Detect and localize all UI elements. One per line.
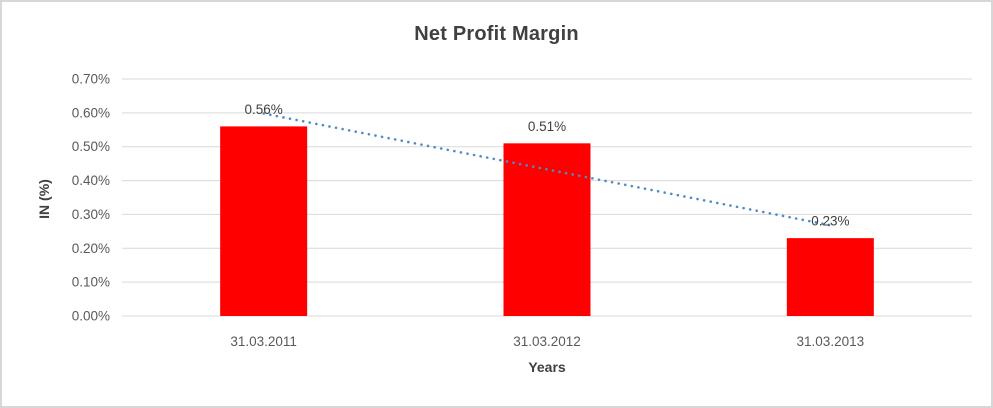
y-tick-label: 0.00% [72, 309, 110, 324]
bar[interactable] [503, 143, 591, 316]
y-tick-label: 0.60% [72, 105, 110, 120]
data-label: 0.56% [245, 102, 283, 117]
y-tick-label: 0.40% [72, 173, 110, 188]
x-axis-title: Years [528, 359, 566, 375]
bar[interactable] [220, 126, 308, 317]
y-tick-label: 0.30% [72, 207, 110, 222]
chart-title: Net Profit Margin [414, 23, 579, 45]
x-tick-label: 31.03.2012 [513, 334, 581, 349]
y-tick-label: 0.50% [72, 139, 110, 154]
bar[interactable] [786, 238, 874, 316]
y-axis-title: IN (%) [36, 179, 52, 219]
data-label: 0.23% [811, 214, 849, 229]
data-label: 0.51% [528, 119, 566, 134]
x-tick-label: 31.03.2013 [797, 334, 865, 349]
trendline[interactable] [262, 112, 832, 227]
x-tick-label: 31.03.2011 [230, 334, 297, 349]
y-tick-label: 0.20% [72, 241, 110, 256]
y-tick-label: 0.70% [72, 72, 110, 87]
y-tick-label: 0.10% [72, 275, 110, 290]
